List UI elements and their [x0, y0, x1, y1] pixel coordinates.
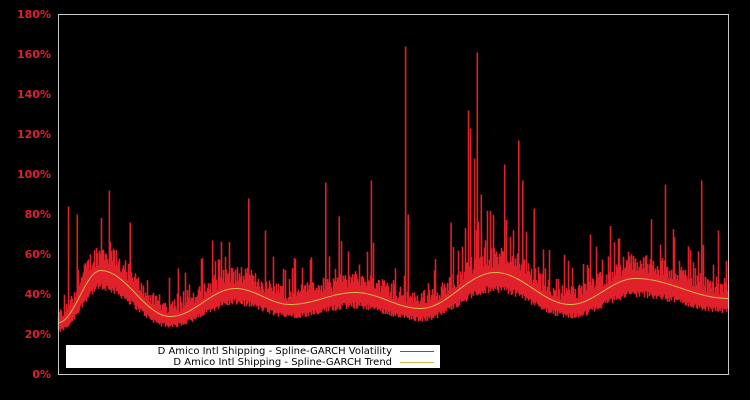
y-tick-label: 60% — [24, 247, 51, 261]
legend-item-volatility: D Amico Intl Shipping - Spline-GARCH Vol… — [158, 346, 434, 357]
legend-label-volatility: D Amico Intl Shipping - Spline-GARCH Vol… — [157, 346, 392, 357]
y-tick-label: 160% — [17, 47, 51, 61]
legend-swatch-volatility — [400, 351, 434, 352]
legend-item-trend: D Amico Intl Shipping - Spline-GARCH Tre… — [173, 357, 434, 368]
y-tick-label: 0% — [32, 367, 51, 381]
y-tick-label: 120% — [17, 127, 51, 141]
trend-series — [58, 270, 729, 323]
y-tick-label: 20% — [24, 327, 51, 341]
volatility-series — [57, 46, 730, 332]
legend-label-trend: D Amico Intl Shipping - Spline-GARCH Tre… — [173, 357, 392, 368]
plot-frame — [58, 14, 729, 375]
legend: D Amico Intl Shipping - Spline-GARCH Vol… — [66, 345, 440, 368]
y-tick-label: 80% — [24, 207, 51, 221]
y-tick-label: 40% — [24, 287, 51, 301]
y-tick-label: 100% — [17, 167, 51, 181]
y-tick-label: 140% — [17, 87, 51, 101]
legend-swatch-trend — [400, 362, 434, 363]
y-tick-label: 180% — [17, 7, 51, 21]
